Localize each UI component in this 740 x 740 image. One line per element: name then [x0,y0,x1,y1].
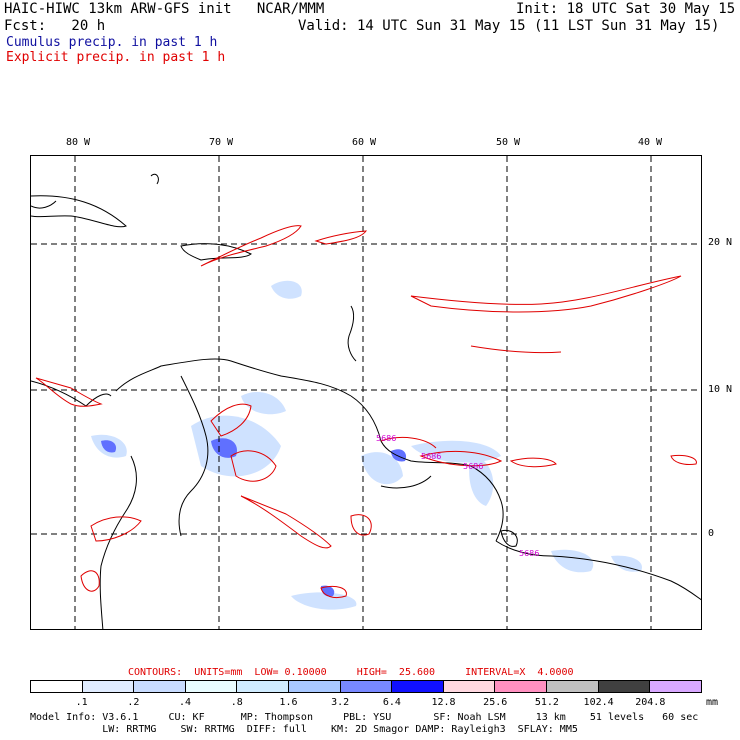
cumulus-precip-label: Cumulus precip. in past 1 h [6,35,218,50]
station-label: 5686 [421,452,441,461]
legend-tick-label: 6.4 [382,697,401,708]
cumulus-precip-areas [91,280,642,610]
explicit-precip-label: Explicit precip. in past 1 h [6,50,226,65]
legend-swatch [547,681,599,692]
station-label: 5686 [463,462,483,471]
legend-swatch [443,681,496,692]
lon-label-60w: 60 W [352,137,377,148]
legend-tick-label: 1.6 [279,697,298,708]
legend-tick-label: 51.2 [534,697,559,708]
legend-tick-label: .1 [75,697,88,708]
legend-swatch [185,681,238,692]
legend-swatch [237,681,290,692]
precip-map: 5686 5686 5686 5686 [30,155,702,630]
legend-tick-label: 102.4 [583,697,614,708]
model-info-line1: Model Info: V3.6.1 CU: KF MP: Thompson P… [30,712,699,723]
legend-swatch [598,681,651,692]
map-canvas: 5686 5686 5686 5686 [31,156,701,629]
lon-label-80w: 80 W [66,137,91,148]
legend-tick-label: 204.8 [635,697,666,708]
precip-legend-bar [30,680,702,693]
legend-tick-label: 3.2 [331,697,350,708]
legend-swatch [289,681,341,692]
legend-units: mm [706,697,719,708]
legend-swatch [340,681,393,692]
legend-swatch [495,681,548,692]
lat-label-10n: 10 N [708,384,733,395]
lon-label-50w: 50 W [496,137,521,148]
legend-swatch [650,681,701,692]
contours-info: CONTOURS: UNITS=mm LOW= 0.10000 HIGH= 25… [128,667,574,678]
init-time: Init: 18 UTC Sat 30 May 15 [516,1,736,17]
valid-time: Valid: 14 UTC Sun 31 May 15 (11 LST Sun … [298,18,720,34]
lat-lon-grid [31,156,701,629]
legend-swatch [31,681,83,692]
lon-label-40w: 40 W [638,137,663,148]
coastlines [31,173,701,629]
explicit-precip-contours [35,225,697,599]
legend-swatch [134,681,186,692]
lon-label-70w: 70 W [209,137,234,148]
legend-tick-label: 25.6 [483,697,508,708]
model-title: HAIC-HIWC 13km ARW-GFS init NCAR/MMM [4,1,325,17]
legend-swatch [82,681,135,692]
forecast-hour: Fcst: 20 h [4,18,106,34]
legend-tick-label: 12.8 [431,697,456,708]
legend-tick-label: .4 [179,697,192,708]
model-info-line2: LW: RRTMG SW: RRTMG DIFF: full KM: 2D Sm… [30,724,578,735]
legend-tick-label: .8 [230,697,243,708]
station-label: 5686 [376,434,396,443]
lat-label-20n: 20 N [708,237,733,248]
lat-label-0: 0 [708,528,715,539]
legend-tick-label: .2 [127,697,140,708]
legend-swatch [392,681,444,692]
station-label: 5686 [519,549,539,558]
